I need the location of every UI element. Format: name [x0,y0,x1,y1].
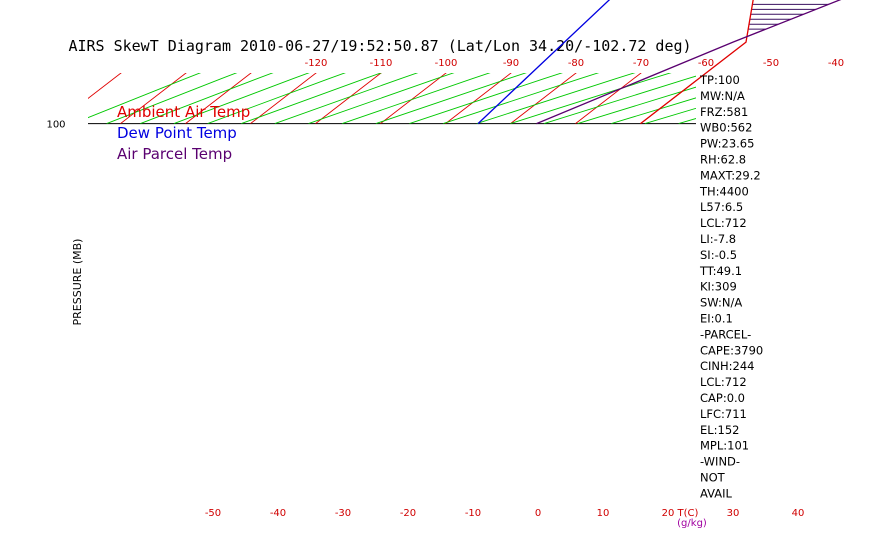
side-panel-entry: SW:N/A [700,296,742,310]
bottom-temp-tick-label: 20 [662,508,675,519]
side-panel-entry: MW:N/A [700,89,745,103]
side-panel-entry: TH:4400 [699,184,749,198]
side-panel-entry: LI:-7.8 [700,232,736,246]
isotherm-line [510,73,577,124]
side-panel-entry: CAPE:3790 [700,343,763,357]
top-temp-tick-label: -100 [435,58,458,69]
legend-item: Air Parcel Temp [117,145,232,163]
side-panel-entry: NOT [700,471,726,485]
mixing-ratio-unit-label: (g/kg) [677,518,707,529]
side-panel-entry: MAXT:29.2 [700,168,761,182]
top-temp-tick-label: -60 [698,58,714,69]
isotherm-line [315,73,382,124]
bottom-temp-tick-label: 40 [792,508,805,519]
dew-point-temp-line [477,0,611,125]
y-axis-label: PRESSURE (MB) [71,239,84,326]
side-panel-entry: CAP:0.0 [700,391,745,405]
top-temp-tick-label: -110 [370,58,393,69]
air-parcel-temp-line [536,0,842,125]
side-panel-entry: WB0:562 [700,121,752,135]
side-panel-entry: EI:0.1 [700,312,733,326]
isotherm-line [770,0,870,124]
side-panel-entry: LCL:712 [700,216,747,230]
bottom-temp-tick-label: 30 [727,508,740,519]
side-panel-entry: -PARCEL- [700,327,751,341]
top-temp-tick-label: -50 [763,58,779,69]
top-temp-tick-label: -90 [503,58,519,69]
side-panel-entry: TT:49.1 [699,264,742,278]
legend-item: Ambient Air Temp [117,103,250,121]
bottom-temp-tick-label: 10 [597,508,610,519]
side-panel-entry: AVAIL [700,486,733,500]
side-panel-entry: SI:-0.5 [700,248,737,262]
bottom-temp-tick-label: -20 [400,508,416,519]
bottom-temp-tick-label: -10 [465,508,481,519]
side-panel-entry: -WIND- [700,455,740,469]
side-panel-entry: MPL:101 [700,439,749,453]
side-panel-entry: TP:100 [699,73,740,87]
dry-adiabat-line [342,73,491,125]
chart-title: AIRS SkewT Diagram 2010-06-27/19:52:50.8… [68,37,691,55]
side-panel-entry: EL:152 [700,423,740,437]
side-panel-entry: FRZ:581 [700,105,748,119]
dry-adiabat-line [847,0,870,124]
bottom-temp-tick-label: 0 [535,508,541,519]
bottom-temp-tick-label: -50 [205,508,221,519]
side-panel-entry: PW:23.65 [700,137,754,151]
side-panel-entry: LFC:711 [700,407,747,421]
side-panel-entry: CINH:244 [700,359,755,373]
pressure-tick-label: 100 [46,120,65,131]
side-panel-entry: L57:6.5 [700,200,743,214]
bottom-temp-tick-label: -30 [335,508,351,519]
side-panel-entry: KI:309 [700,280,737,294]
dry-adiabat-line [510,73,672,125]
top-temp-tick-label: -40 [828,58,844,69]
temp-unit-label: T(C) [677,508,699,519]
bottom-temp-tick-label: -40 [270,508,286,519]
side-panel-entry: LCL:712 [700,375,747,389]
top-temp-tick-label: -120 [305,58,328,69]
side-panel-entry: RH:62.8 [700,153,746,167]
top-temp-tick-label: -80 [568,58,584,69]
legend-item: Dew Point Temp [117,124,237,142]
top-temp-tick-label: -70 [633,58,649,69]
